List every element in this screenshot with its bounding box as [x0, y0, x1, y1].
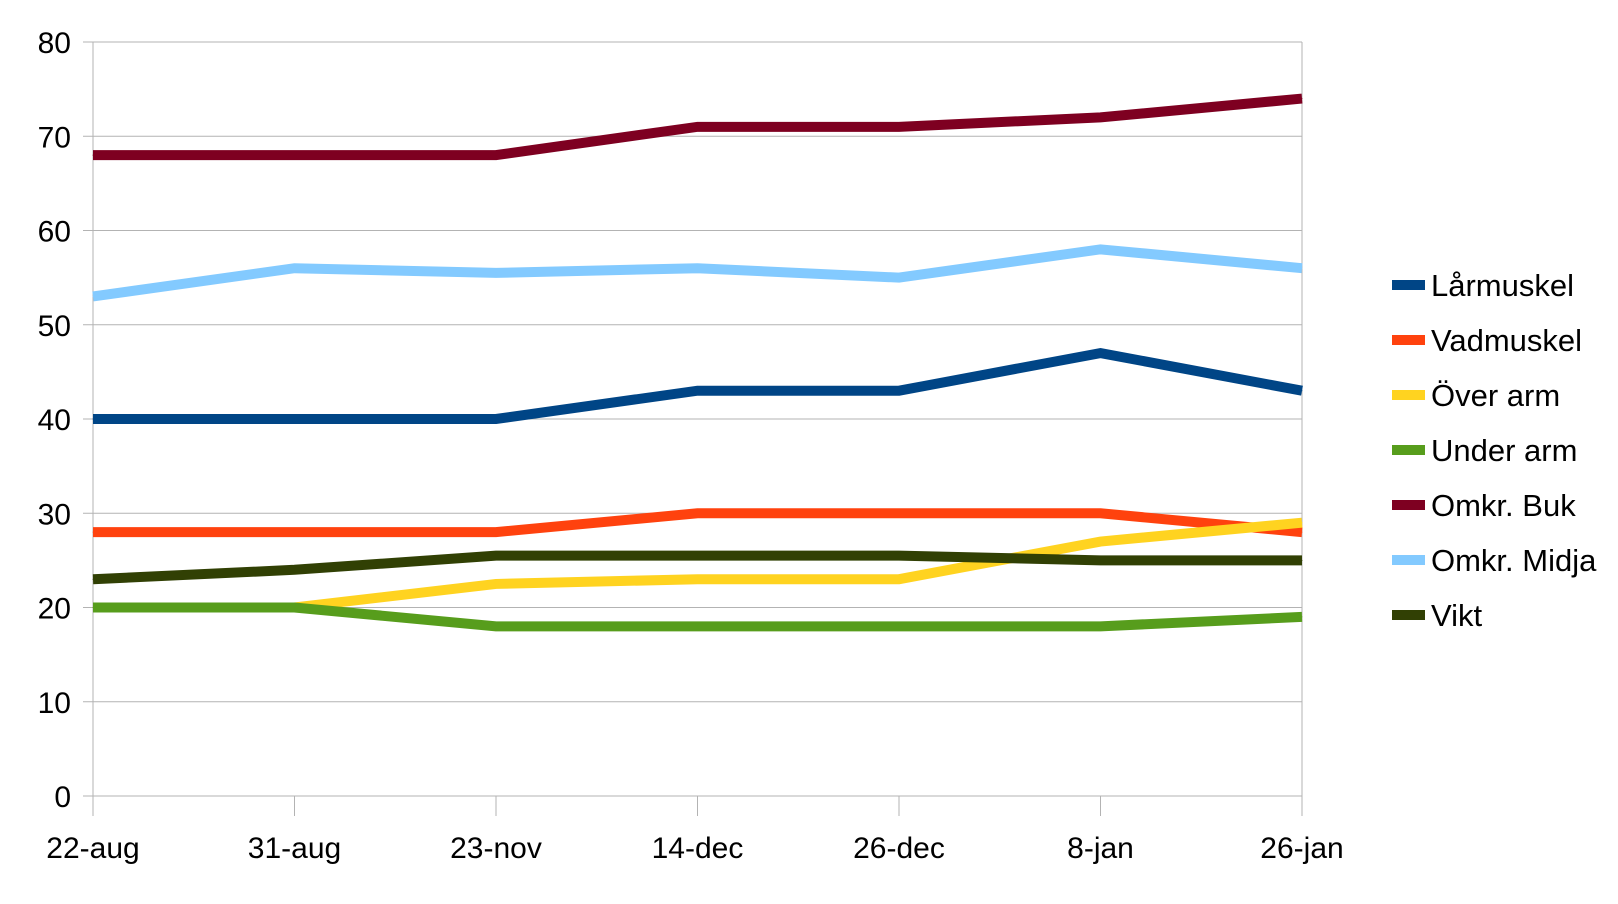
series-3	[92, 602, 1303, 632]
data-point	[495, 154, 497, 156]
data-point	[697, 578, 698, 580]
data-point	[495, 555, 497, 557]
data-point	[92, 154, 94, 156]
data-point	[898, 625, 900, 627]
data-point	[898, 390, 900, 392]
legend-label: Under arm	[1431, 433, 1577, 468]
data-point	[92, 578, 94, 580]
legend: Lårmuskel Vadmuskel Över arm Under arm Omkr.…	[1392, 268, 1597, 633]
data-point	[1301, 559, 1303, 561]
data-point	[1301, 267, 1303, 269]
data-point	[1100, 352, 1101, 354]
legend-label: Vadmuskel	[1431, 323, 1582, 358]
data-point	[495, 625, 497, 627]
y-tick-label: 80	[38, 27, 71, 60]
x-tick-label: 26-dec	[853, 832, 945, 865]
data-point	[898, 578, 900, 580]
legend-swatch	[1392, 335, 1425, 345]
y-tick-label: 60	[38, 216, 71, 249]
legend-label: Omkr. Buk	[1431, 488, 1576, 523]
series-0	[92, 347, 1303, 424]
data-point	[697, 555, 698, 557]
y-tick-label: 20	[38, 593, 71, 626]
legend-item: Under arm	[1392, 433, 1577, 468]
data-point	[697, 390, 698, 392]
y-tick-label: 40	[38, 404, 71, 437]
legend-swatch	[1392, 555, 1425, 565]
data-point	[92, 607, 94, 608]
data-point	[1301, 390, 1303, 392]
data-point	[495, 531, 497, 533]
data-point	[1301, 98, 1303, 100]
data-point	[1301, 522, 1303, 524]
data-point	[294, 154, 295, 156]
data-point	[294, 607, 295, 608]
data-point	[1100, 559, 1101, 561]
data-point	[697, 267, 698, 269]
y-tick-label: 50	[38, 310, 71, 343]
x-tick-label: 26-jan	[1260, 832, 1343, 865]
y-tick-label: 10	[38, 687, 71, 720]
data-point	[294, 418, 295, 420]
legend-label: Över arm	[1431, 378, 1560, 413]
data-point	[294, 531, 295, 533]
legend-swatch	[1392, 445, 1425, 455]
y-tick-label: 70	[38, 121, 71, 154]
data-point	[1100, 625, 1101, 627]
series-line	[92, 244, 1303, 302]
data-point	[92, 418, 94, 420]
legend-item: Vadmuskel	[1392, 323, 1582, 358]
series-6	[92, 550, 1303, 585]
data-point	[495, 583, 497, 585]
series-line	[93, 508, 1303, 538]
legend-item: Lårmuskel	[1392, 268, 1574, 303]
data-point	[1100, 541, 1101, 543]
data-point	[1100, 512, 1101, 514]
data-point	[697, 126, 698, 128]
data-point	[697, 512, 698, 514]
legend-label: Vikt	[1431, 598, 1483, 633]
x-tick-label: 23-nov	[450, 832, 542, 865]
data-point	[898, 512, 900, 514]
data-point	[1100, 116, 1101, 118]
series-4	[92, 93, 1303, 161]
data-point	[898, 126, 900, 128]
legend-label: Lårmuskel	[1431, 268, 1574, 303]
data-point	[898, 555, 900, 557]
series-5	[92, 244, 1303, 302]
legend-swatch	[1392, 500, 1425, 510]
axes: 0 10 20 30 40 50 60 70 80 22-aug 31-aug 23-nov 14-de…	[38, 27, 1344, 865]
legend-label: Omkr. Midja	[1431, 543, 1597, 578]
data-point	[1301, 531, 1303, 533]
legend-swatch	[1392, 280, 1425, 290]
series-line	[93, 347, 1303, 424]
data-point	[495, 418, 497, 420]
data-point	[92, 295, 94, 297]
x-tick-label: 14-dec	[652, 832, 744, 865]
data-point	[898, 277, 900, 279]
series-line	[93, 602, 1303, 632]
x-tick-label: 22-aug	[46, 832, 139, 865]
data-point	[1100, 248, 1101, 250]
legend-item: Omkr. Buk	[1392, 488, 1576, 523]
data-point	[697, 625, 698, 627]
data-point	[1301, 616, 1303, 618]
legend-item: Omkr. Midja	[1392, 543, 1597, 578]
data-point	[294, 267, 295, 269]
y-tick-label: 0	[54, 781, 71, 814]
x-tick-label: 31-aug	[248, 832, 341, 865]
y-tick-label: 30	[38, 498, 71, 531]
legend-swatch	[1392, 390, 1425, 400]
data-point	[92, 531, 94, 533]
x-tick-label: 8-jan	[1067, 832, 1134, 865]
legend-swatch	[1392, 610, 1425, 620]
data-series	[92, 93, 1303, 632]
data-point	[294, 569, 295, 571]
data-point	[495, 272, 497, 274]
legend-item: Vikt	[1392, 598, 1483, 633]
legend-item: Över arm	[1392, 378, 1560, 413]
series-1	[92, 508, 1303, 538]
